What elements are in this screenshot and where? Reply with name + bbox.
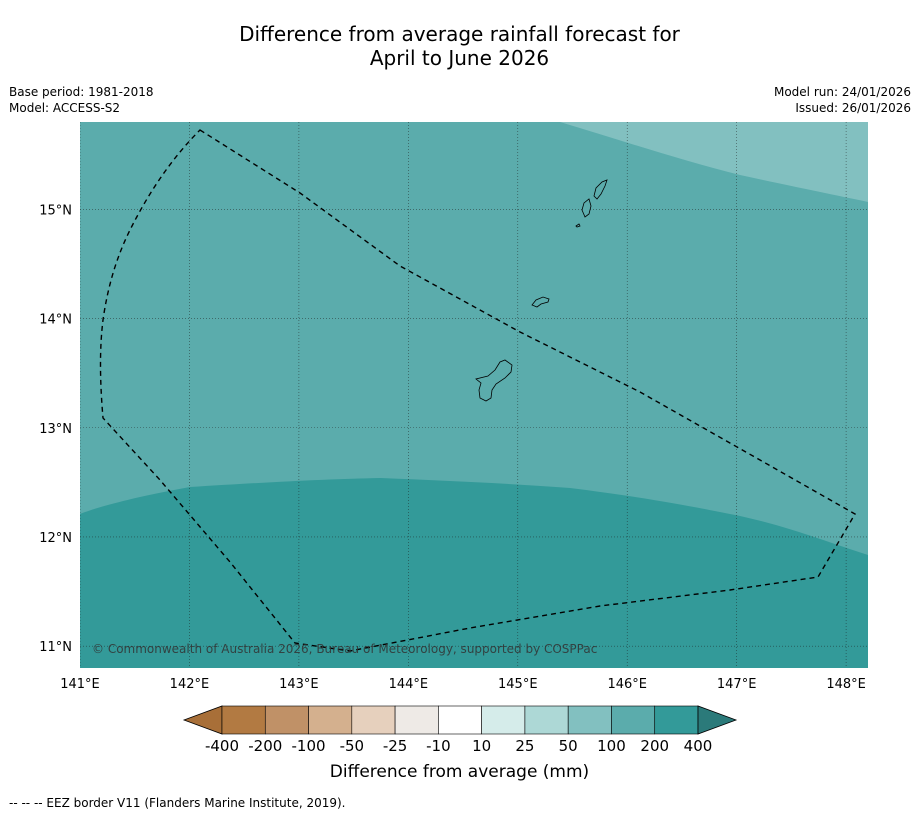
colorbar-tick-label: 10 — [472, 737, 491, 755]
map-area: © Commonwealth of Australia 2026, Bureau… — [80, 122, 868, 668]
colorbar-tick-label: -25 — [383, 737, 408, 755]
model-run: Model run: 24/01/2026 — [773, 85, 911, 99]
meta-left: Base period: 1981-2018 Model: ACCESS-S2 — [9, 84, 154, 116]
graticule — [80, 122, 868, 668]
colorbar-extend-low — [182, 705, 223, 735]
colorbar-bin — [351, 705, 396, 735]
model-name: Model: ACCESS-S2 — [9, 101, 121, 115]
lat-tick-label: 12°N — [39, 531, 72, 546]
colorbar-label: Difference from average (mm) — [329, 762, 590, 782]
lon-tick-label: 142°E — [170, 677, 210, 692]
lon-tick-labels: 141°E 142°E 143°E 144°E 145°E 146°E 147°E 148°E — [60, 677, 866, 692]
colorbar-tick-label: 400 — [684, 737, 713, 755]
colorbar-tick-label: -200 — [248, 737, 282, 755]
colorbar-bin — [394, 705, 439, 735]
colorbar-tick-label: 100 — [597, 737, 626, 755]
meta-right: Model run: 24/01/2026 Issued: 26/01/2026 — [774, 84, 911, 116]
base-period: Base period: 1981-2018 — [9, 85, 154, 99]
colorbar-tick-label: -50 — [340, 737, 365, 755]
band-50-100 — [560, 122, 868, 202]
island-aguijan — [575, 223, 581, 228]
lon-tick-label: 147°E — [717, 677, 757, 692]
colorbar-bin — [481, 705, 526, 735]
colorbar-tick-label: -10 — [426, 737, 451, 755]
island-rota — [531, 296, 550, 308]
map-title: Difference from average rainfall forecas… — [0, 22, 919, 70]
colorbar-bin — [611, 705, 656, 735]
colorbar-bin — [264, 705, 309, 735]
eez-border — [99, 129, 856, 652]
lon-tick-label: 144°E — [389, 677, 429, 692]
title-line2: April to June 2026 — [369, 46, 550, 70]
island-guam — [475, 359, 513, 402]
colorbar-tick-label: 200 — [640, 737, 669, 755]
lon-tick-label: 145°E — [498, 677, 538, 692]
lon-tick-label: 141°E — [60, 677, 100, 692]
lat-tick-label: 14°N — [39, 313, 72, 328]
colorbar: -400 -200 -100 -50 -25 -10 10 25 50 100 200 400 — [182, 705, 738, 755]
lat-tick-label: 13°N — [39, 422, 72, 437]
eez-footnote: -- -- -- EEZ border V11 (Flanders Marine… — [9, 796, 346, 810]
lat-tick-label: 11°N — [39, 640, 72, 655]
colorbar-bin — [308, 705, 353, 735]
colorbar-tick-label: -400 — [205, 737, 239, 755]
lon-tick-label: 148°E — [826, 677, 866, 692]
colorbar-bin — [438, 705, 482, 735]
lon-tick-label: 146°E — [607, 677, 647, 692]
island-saipan — [593, 179, 608, 200]
lat-tick-labels: 15°N 14°N 13°N 12°N 11°N — [39, 203, 72, 655]
title-line1: Difference from average rainfall forecas… — [239, 22, 680, 46]
lat-tick-label: 15°N — [39, 203, 72, 218]
island-tinian — [581, 198, 592, 218]
colorbar-bin — [524, 705, 569, 735]
colorbar-bin — [567, 705, 612, 735]
issued-date: Issued: 26/01/2026 — [795, 101, 911, 115]
colorbar-tick-label: 25 — [515, 737, 534, 755]
copyright-text: © Commonwealth of Australia 2026, Bureau… — [92, 642, 597, 656]
colorbar-tick-label: -100 — [292, 737, 326, 755]
lon-tick-label: 143°E — [279, 677, 319, 692]
colorbar-extend-high — [697, 705, 738, 735]
band-200-400 — [80, 478, 868, 668]
colorbar-bin — [221, 705, 266, 735]
islands — [475, 179, 608, 402]
colorbar-tick-label: 50 — [559, 737, 578, 755]
colorbar-bin — [654, 705, 699, 735]
